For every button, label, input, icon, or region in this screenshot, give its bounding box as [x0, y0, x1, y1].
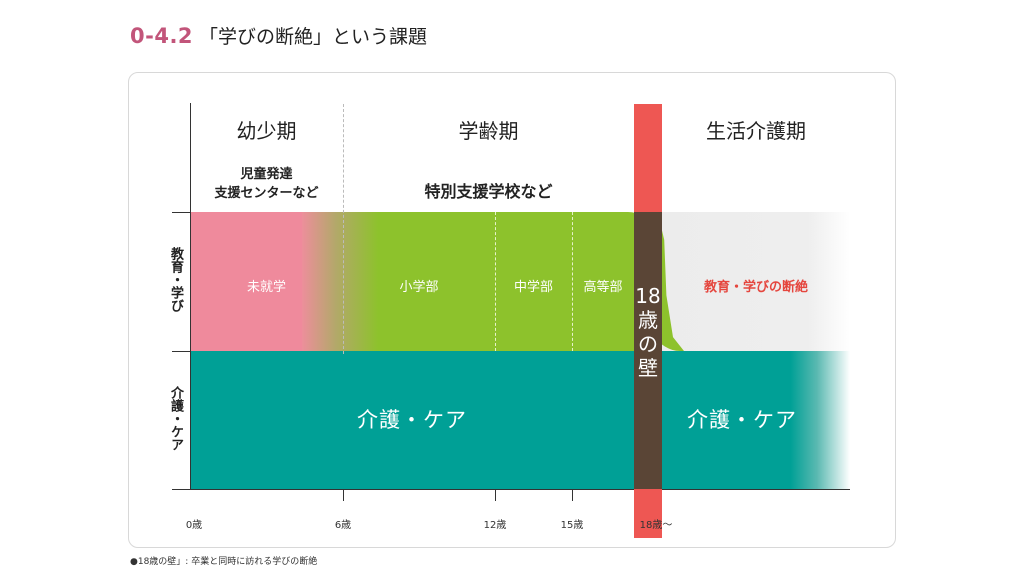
tick-label-0: 0歳	[185, 520, 203, 531]
facility-early-line1: 児童発達	[240, 167, 293, 182]
wall-text-1: 18	[635, 284, 661, 308]
tick-label-18: 18歳～	[639, 520, 673, 531]
education-gap-band	[640, 212, 850, 351]
wall-text-4: 壁	[638, 356, 658, 380]
school-education-band	[300, 212, 656, 351]
label-care-after: 介護・ケア	[687, 408, 797, 432]
y-tick-top	[172, 212, 190, 213]
divider-15	[572, 212, 573, 351]
wall-text-3: の	[638, 332, 658, 356]
y-tick-mid	[172, 351, 190, 352]
divider-6	[343, 104, 344, 354]
footnote: ●18歳の壁」: 卒業と同時に訪れる学びの断絶	[130, 557, 318, 567]
label-preschool: 未就学	[246, 280, 286, 295]
label-high: 高等部	[583, 280, 623, 295]
row-label-education: 教育・学び	[168, 247, 183, 312]
period-school-age: 学齢期	[458, 119, 519, 143]
slide-header: 0-4.2 「学びの断絶」という課題	[130, 22, 427, 52]
x-tick-15	[572, 489, 573, 501]
facility-school: 特別支援学校など	[424, 182, 553, 201]
label-elementary: 小学部	[399, 280, 439, 295]
wall-18-label: 18 歳 の 壁	[634, 284, 662, 380]
y-axis	[190, 103, 191, 490]
period-early-childhood: 幼少期	[236, 119, 297, 143]
divider-12	[495, 212, 496, 351]
wall-18-dark	[634, 212, 662, 489]
facility-early: 児童発達 支援センターなど	[190, 165, 343, 203]
slide-number: 0-4.2	[130, 24, 194, 48]
tick-label-6: 6歳	[334, 520, 352, 531]
care-band	[190, 351, 850, 489]
slide-title: 「学びの断絶」という課題	[199, 26, 428, 48]
x-axis	[190, 489, 850, 490]
facility-early-line2: 支援センターなど	[214, 186, 319, 201]
x-tick-12	[495, 489, 496, 501]
label-education-gap: 教育・学びの断絶	[703, 280, 808, 295]
wall-text-2: 歳	[638, 308, 658, 332]
x-tick-6	[343, 489, 344, 501]
row-label-care: 介護・ケア	[168, 386, 183, 451]
y-tick-bottom	[172, 489, 190, 490]
preschool-band	[190, 212, 302, 351]
period-adult-life: 生活介護期	[706, 119, 806, 143]
label-junior-high: 中学部	[513, 280, 553, 295]
tick-label-15: 15歳	[560, 520, 584, 531]
label-care-before: 介護・ケア	[357, 408, 467, 432]
tick-label-12: 12歳	[483, 520, 507, 531]
